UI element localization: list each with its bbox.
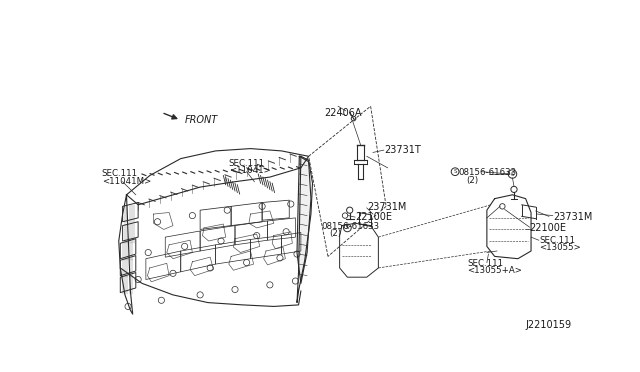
Text: 23731M: 23731M [553,212,592,222]
Text: SEC.111: SEC.111 [540,235,576,245]
Text: J2210159: J2210159 [525,320,572,330]
Text: <13055+A>: <13055+A> [467,266,522,275]
Text: 08156-61633: 08156-61633 [458,168,516,177]
Text: <11041M>: <11041M> [102,177,151,186]
Text: FRONT: FRONT [184,115,218,125]
Text: 23731M: 23731M [367,202,406,212]
Circle shape [351,116,356,121]
Text: (2): (2) [330,230,342,238]
Text: <13055>: <13055> [540,243,581,252]
Text: SEC.111: SEC.111 [229,158,265,168]
Text: S: S [511,171,514,176]
Polygon shape [297,156,311,283]
Text: 22406A: 22406A [324,108,362,118]
Text: S: S [453,169,457,174]
Text: S: S [346,225,349,230]
Text: <11041>: <11041> [229,166,271,175]
Text: (2): (2) [466,176,478,185]
Text: 23731T: 23731T [384,145,420,155]
Text: SEC.111: SEC.111 [102,169,138,179]
Text: SEC.111: SEC.111 [467,259,504,268]
Text: 22100E: 22100E [529,223,566,233]
Text: 08156-61633: 08156-61633 [322,222,380,231]
Text: 22100E: 22100E [355,212,392,222]
